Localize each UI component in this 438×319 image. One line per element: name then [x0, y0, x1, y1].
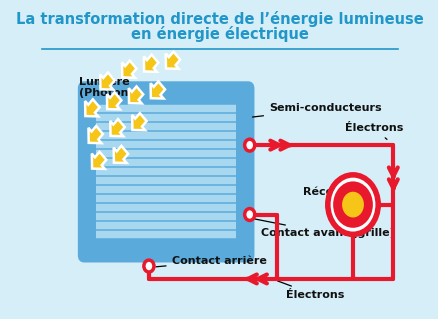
Polygon shape — [150, 81, 165, 99]
Polygon shape — [144, 55, 158, 72]
Text: Contact arrière: Contact arrière — [155, 256, 266, 267]
Circle shape — [244, 139, 254, 151]
Text: La transformation directe de l’énergie lumineuse: La transformation directe de l’énergie l… — [16, 11, 422, 27]
Circle shape — [144, 260, 154, 272]
Text: Semi-conducteurs: Semi-conducteurs — [252, 103, 381, 117]
Text: Lumière
(Photons): Lumière (Photons) — [79, 77, 140, 98]
FancyBboxPatch shape — [79, 83, 252, 261]
Bar — [96, 105, 236, 239]
Circle shape — [334, 183, 371, 226]
Polygon shape — [113, 146, 128, 163]
Polygon shape — [128, 86, 143, 103]
Polygon shape — [132, 113, 146, 130]
Circle shape — [327, 175, 378, 234]
Polygon shape — [166, 52, 180, 69]
Polygon shape — [107, 93, 121, 109]
Text: Électrons: Électrons — [344, 123, 402, 139]
Text: Contact avant (grille): Contact avant (grille) — [254, 219, 393, 238]
Text: en énergie électrique: en énergie électrique — [130, 26, 308, 42]
Text: Électrons: Électrons — [277, 281, 343, 300]
Polygon shape — [92, 152, 106, 169]
Polygon shape — [110, 119, 124, 136]
Polygon shape — [85, 99, 99, 116]
Text: Récepteurs: Récepteurs — [302, 187, 372, 207]
Polygon shape — [122, 61, 136, 78]
Circle shape — [341, 192, 363, 218]
Polygon shape — [88, 126, 102, 143]
Circle shape — [244, 209, 254, 220]
Polygon shape — [100, 72, 114, 90]
